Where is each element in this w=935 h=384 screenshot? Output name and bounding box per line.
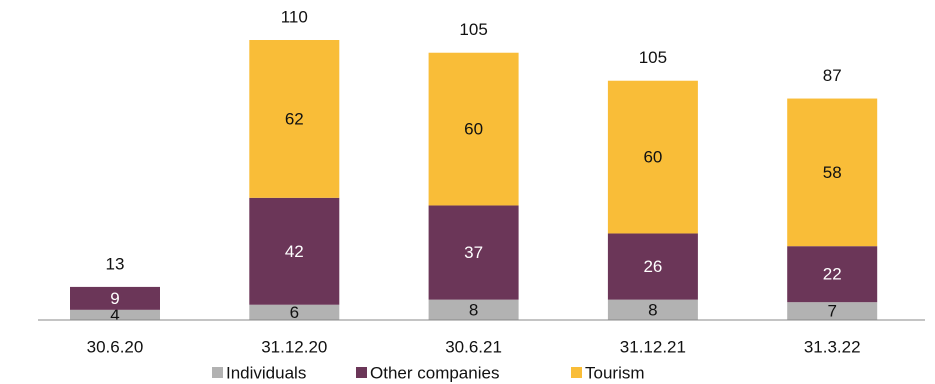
value-label: 26 <box>643 257 662 276</box>
legend-swatch <box>571 367 582 378</box>
total-label: 105 <box>639 48 667 67</box>
value-label: 9 <box>110 289 119 308</box>
bar-segment <box>787 98 878 247</box>
bar-segment <box>428 52 519 206</box>
bar-segment <box>70 309 160 320</box>
legend-swatch <box>356 367 367 378</box>
bar-segment <box>787 302 878 320</box>
total-label: 13 <box>106 254 125 273</box>
value-label: 22 <box>823 265 842 284</box>
value-label: 60 <box>464 120 483 139</box>
x-tick-label: 31.12.21 <box>620 337 686 356</box>
legend-swatch <box>212 367 223 378</box>
bar-segment <box>249 304 340 320</box>
bar-segment <box>249 40 340 198</box>
bar-segment <box>787 246 878 303</box>
legend-label: Other companies <box>370 363 499 382</box>
value-label: 8 <box>648 300 657 319</box>
value-label: 60 <box>643 148 662 167</box>
total-label: 87 <box>823 66 842 85</box>
legend-label: Individuals <box>226 363 306 382</box>
bar-segment <box>70 286 160 310</box>
value-label: 42 <box>285 242 304 261</box>
value-label: 37 <box>464 243 483 262</box>
value-label: 62 <box>285 109 304 128</box>
value-label: 8 <box>469 300 478 319</box>
x-tick-label: 30.6.21 <box>445 337 502 356</box>
x-tick-label: 31.3.22 <box>804 337 861 356</box>
bar-segment <box>607 299 698 320</box>
value-label: 6 <box>290 303 299 322</box>
value-label: 7 <box>827 302 836 321</box>
value-label: 4 <box>110 305 119 324</box>
x-tick-label: 31.12.20 <box>261 337 327 356</box>
total-label: 105 <box>459 20 487 39</box>
bar-segment <box>428 205 519 300</box>
bar-segment <box>428 299 519 320</box>
x-tick-label: 30.6.20 <box>87 337 144 356</box>
total-label: 110 <box>281 7 308 26</box>
bar-segment <box>607 233 698 300</box>
legend-label: Tourism <box>585 363 645 382</box>
bar-segment <box>607 80 698 234</box>
bar-segment <box>249 197 340 305</box>
value-label: 58 <box>823 163 842 182</box>
